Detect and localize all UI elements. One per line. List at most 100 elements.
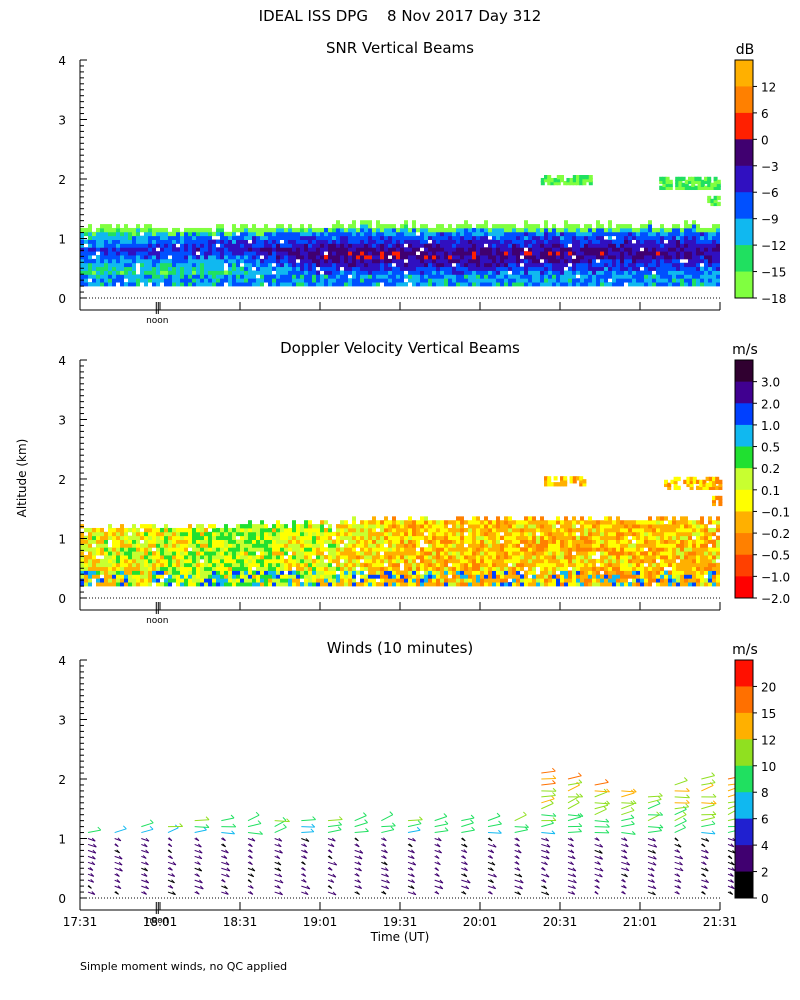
velocity-cell bbox=[436, 543, 440, 548]
snr-cell bbox=[156, 231, 160, 237]
velocity-cell bbox=[588, 582, 592, 587]
snr-cell bbox=[628, 274, 632, 279]
velocity-cell bbox=[552, 535, 556, 540]
snr-cell bbox=[376, 282, 380, 287]
snr-cell bbox=[264, 251, 268, 256]
snr-cell bbox=[176, 239, 180, 244]
snr-cell bbox=[100, 270, 104, 275]
velocity-cell bbox=[576, 570, 580, 575]
snr-cell bbox=[504, 282, 508, 287]
velocity-cell bbox=[620, 531, 624, 537]
velocity-cell bbox=[260, 566, 264, 571]
velocity-cell bbox=[640, 527, 644, 533]
velocity-cell bbox=[496, 520, 500, 525]
velocity-cell bbox=[248, 527, 252, 533]
velocity-cell bbox=[536, 578, 540, 583]
snr-cell bbox=[460, 266, 464, 271]
colorbar-label: 12 bbox=[761, 80, 776, 94]
snr-cell bbox=[404, 251, 408, 256]
snr-cell bbox=[588, 224, 592, 229]
velocity-cell bbox=[264, 543, 268, 548]
snr-cell bbox=[476, 235, 480, 240]
snr-cell bbox=[280, 278, 284, 283]
velocity-cell bbox=[284, 551, 288, 556]
snr-cell bbox=[308, 243, 312, 248]
snr-cell bbox=[476, 239, 480, 244]
velocity-cell bbox=[448, 551, 452, 556]
velocity-cell bbox=[204, 562, 208, 568]
velocity-cell bbox=[404, 539, 408, 544]
velocity-cell bbox=[524, 547, 528, 552]
snr-cell bbox=[340, 258, 344, 264]
velocity-cell bbox=[204, 582, 208, 587]
snr-cell bbox=[336, 274, 340, 279]
velocity-cell bbox=[188, 555, 192, 560]
velocity-cell bbox=[560, 551, 564, 556]
snr-cell bbox=[616, 270, 620, 275]
snr-cell bbox=[104, 231, 108, 237]
snr-cell bbox=[436, 258, 440, 264]
velocity-cell bbox=[148, 539, 152, 544]
velocity-cell bbox=[428, 578, 432, 583]
velocity-cell bbox=[200, 527, 204, 533]
velocity-cell bbox=[120, 543, 124, 548]
velocity-cell bbox=[580, 562, 584, 568]
velocity-cell bbox=[660, 566, 664, 571]
snr-cell bbox=[648, 235, 652, 240]
velocity-cell bbox=[408, 566, 412, 571]
velocity-cell bbox=[668, 527, 672, 533]
velocity-cell bbox=[500, 558, 504, 564]
snr-cell bbox=[536, 278, 540, 283]
velocity-cell bbox=[452, 524, 456, 529]
velocity-cell bbox=[568, 543, 572, 548]
velocity-cell bbox=[416, 551, 420, 556]
velocity-cell bbox=[132, 566, 136, 571]
velocity-cell bbox=[168, 555, 172, 560]
snr-cell bbox=[352, 274, 356, 279]
snr-cell bbox=[568, 224, 572, 229]
snr-cell bbox=[696, 282, 700, 287]
snr-cell bbox=[240, 258, 244, 264]
snr-cell bbox=[364, 282, 368, 287]
snr-cell bbox=[644, 239, 648, 244]
velocity-cell bbox=[472, 558, 476, 564]
velocity-cell bbox=[604, 527, 608, 533]
velocity-cell bbox=[480, 578, 484, 583]
velocity-cell bbox=[256, 531, 260, 537]
snr-cell bbox=[192, 278, 196, 283]
snr-cell bbox=[408, 251, 412, 256]
velocity-cell bbox=[216, 527, 220, 533]
velocity-cell bbox=[372, 539, 376, 544]
snr-cell bbox=[460, 224, 464, 229]
snr-cell bbox=[184, 235, 188, 240]
velocity-cell bbox=[436, 582, 440, 587]
snr-cell bbox=[292, 278, 296, 283]
velocity-cell bbox=[360, 535, 364, 540]
velocity-cell bbox=[216, 578, 220, 583]
snr-cell bbox=[260, 239, 264, 244]
snr-cell bbox=[312, 235, 316, 240]
velocity-cell bbox=[572, 555, 576, 560]
velocity-cell bbox=[528, 566, 532, 571]
snr-cell bbox=[588, 175, 593, 180]
snr-cell bbox=[508, 274, 512, 279]
velocity-cell bbox=[328, 535, 332, 540]
snr-cell bbox=[108, 262, 112, 268]
velocity-cell bbox=[620, 566, 624, 571]
snr-cell bbox=[660, 239, 664, 244]
velocity-cell bbox=[656, 520, 660, 525]
velocity-cell bbox=[324, 555, 328, 560]
snr-cell bbox=[88, 235, 92, 240]
snr-cell bbox=[636, 266, 640, 271]
snr-cell bbox=[312, 247, 316, 252]
velocity-cell bbox=[304, 520, 308, 525]
snr-cell bbox=[656, 278, 660, 283]
velocity-cell bbox=[112, 543, 116, 548]
velocity-cell bbox=[104, 566, 108, 571]
velocity-cell bbox=[660, 574, 664, 579]
snr-cell bbox=[80, 274, 84, 279]
snr-cell bbox=[448, 282, 452, 287]
velocity-cell bbox=[424, 527, 428, 533]
velocity-cell bbox=[104, 558, 108, 564]
velocity-cell bbox=[240, 527, 244, 533]
